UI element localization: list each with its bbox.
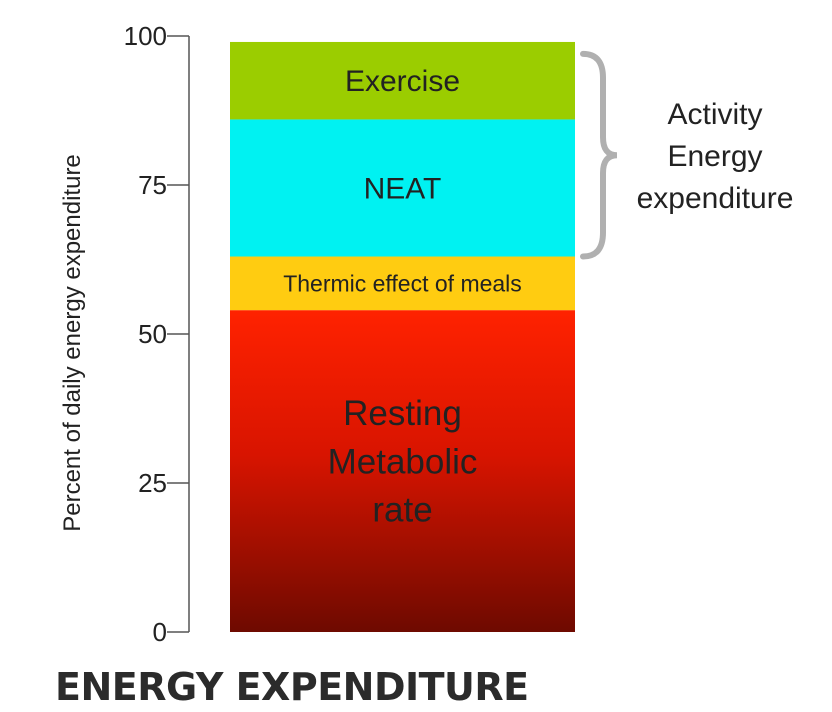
y-tick-label: 100 bbox=[124, 21, 167, 51]
bar-label-neat: NEAT bbox=[364, 172, 442, 205]
bar-label-resting-metabolic-rate: Resting bbox=[343, 394, 462, 433]
brace-icon bbox=[580, 50, 618, 260]
bar-segment-neat bbox=[230, 119, 575, 257]
y-tick-label: 50 bbox=[138, 319, 167, 349]
annotation-label: expenditure bbox=[637, 182, 794, 215]
y-tick-label: 75 bbox=[138, 170, 167, 200]
bar-segment-exercise bbox=[230, 41, 575, 120]
annotation-label: Activity bbox=[667, 98, 762, 131]
y-axis-label: Percent of daily energy expenditure bbox=[59, 154, 86, 532]
bar-segment-resting-metabolic-rate bbox=[230, 310, 575, 632]
y-tick-label: 25 bbox=[138, 468, 167, 498]
bar-label-resting-metabolic-rate: rate bbox=[372, 491, 432, 530]
annotation-label: Energy bbox=[667, 140, 762, 173]
bar-label-thermic-effect-of-meals: Thermic effect of meals bbox=[283, 270, 522, 296]
bar-segment-thermic-effect-of-meals bbox=[230, 256, 575, 311]
page-title: ENERGY EXPENDITURE bbox=[55, 665, 529, 709]
energy-chart: 0 25 50 75 100 Resting Metabolic rate Thermic e… bbox=[59, 21, 794, 647]
bar-label-exercise: Exercise bbox=[345, 65, 460, 98]
bar-label-resting-metabolic-rate: Metabolic bbox=[328, 442, 478, 481]
y-tick-label: 0 bbox=[153, 617, 167, 647]
